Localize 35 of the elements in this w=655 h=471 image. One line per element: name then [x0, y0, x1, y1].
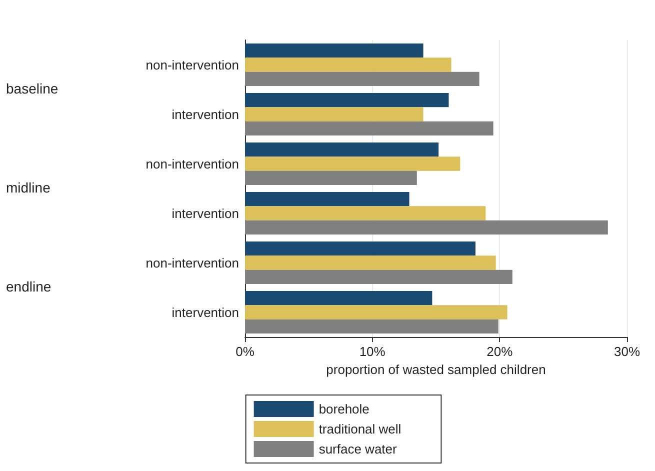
bar [245, 270, 512, 284]
bar [245, 43, 424, 58]
legend-label: surface water [318, 442, 398, 456]
text: baseline [6, 80, 58, 96]
bar [245, 290, 432, 306]
legend-label: borehole [318, 402, 370, 416]
bar [245, 220, 608, 235]
bar [245, 192, 410, 206]
bar [245, 107, 424, 122]
bar [245, 58, 452, 72]
x-tick-label: 20% [486, 344, 514, 359]
x-axis-title: proportion of wasted sampled children [326, 362, 546, 377]
bar [245, 156, 460, 171]
bar [245, 206, 486, 220]
bar [245, 241, 476, 256]
bar [245, 142, 439, 157]
y-tick-label: intervention [172, 304, 239, 320]
x-tick-label: 30% [614, 344, 640, 359]
bar [245, 121, 494, 136]
y-tick-label: intervention [172, 206, 239, 221]
bar [245, 319, 498, 334]
text: midline [6, 180, 51, 196]
y-tick-label: non-intervention [146, 57, 239, 72]
x-tick-label: 0% [236, 344, 255, 359]
y-tick-label: non-intervention [146, 255, 239, 270]
bar [245, 92, 449, 108]
y-tick-label: non-intervention [146, 156, 239, 172]
y-tick-label: intervention [172, 106, 239, 122]
legend-label: traditional well [318, 422, 402, 436]
text: endline [6, 278, 52, 294]
bar [245, 170, 417, 186]
bar [245, 305, 508, 320]
x-tick-label: 10% [359, 344, 386, 359]
bar [245, 256, 496, 270]
bar [245, 72, 480, 86]
